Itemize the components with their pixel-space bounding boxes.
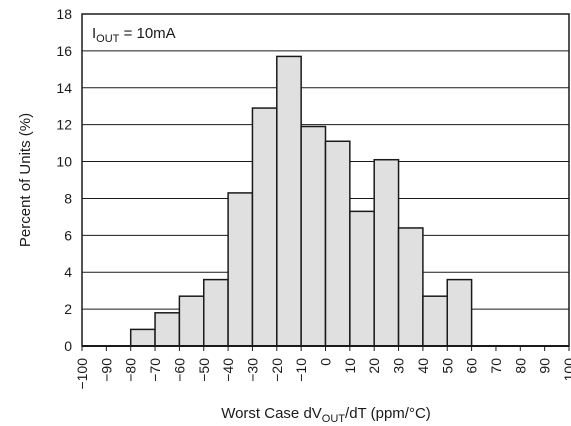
y-tick-label: 0 <box>64 338 72 354</box>
x-tick-label: −60 <box>171 358 187 382</box>
y-axis-ticks: 0 2 4 6 8 10 12 14 16 18 <box>56 6 72 354</box>
x-tick-label: 90 <box>537 358 553 374</box>
y-tick-label: 4 <box>64 264 72 280</box>
y-tick-label: 2 <box>64 301 72 317</box>
x-tick-label: 100 <box>561 358 571 382</box>
histogram-bar <box>397 227 424 347</box>
histogram-bar <box>446 278 473 347</box>
y-tick-label: 12 <box>56 117 72 133</box>
histogram-bar <box>178 295 205 347</box>
x-tick-label: −40 <box>220 358 236 382</box>
y-tick-label: 16 <box>56 43 72 59</box>
x-tick-label: −70 <box>147 358 163 382</box>
y-tick-label: 14 <box>56 80 72 96</box>
x-tick-label: −50 <box>196 358 212 382</box>
annotation-label: IOUT = 10mA <box>92 25 176 45</box>
histogram-bar <box>276 55 302 347</box>
x-tick-label: 0 <box>318 358 334 366</box>
x-tick-label: −100 <box>74 358 90 390</box>
x-tick-label: 80 <box>512 358 528 374</box>
x-tick-label: −20 <box>269 358 285 382</box>
histogram-bar <box>373 158 400 347</box>
y-tick-label: 6 <box>64 227 72 243</box>
x-tick-label: 20 <box>366 358 382 374</box>
x-tick-label: 10 <box>342 358 358 374</box>
y-tick-label: 10 <box>56 154 72 170</box>
x-tick-label: 60 <box>464 358 480 374</box>
histogram-bars <box>129 55 473 347</box>
histogram-bar <box>349 210 375 347</box>
x-axis-label: Worst Case dVOUT/dT (ppm/°C) <box>221 405 431 425</box>
histogram-bar <box>300 125 327 347</box>
x-axis-ticks: −100 −90 −80 −70 −60 −50 −40 −30 −20 −10 0 10 20 30 40… <box>74 345 571 390</box>
x-tick-label: −80 <box>123 358 139 382</box>
x-tick-label: −90 <box>98 358 114 382</box>
x-tick-label: 70 <box>488 358 504 374</box>
x-tick-label: −30 <box>244 358 260 382</box>
x-tick-label: 30 <box>391 358 407 374</box>
x-tick-label: −10 <box>293 358 309 382</box>
x-tick-label: 50 <box>439 358 455 374</box>
histogram-bar <box>154 312 181 347</box>
x-tick-label: 40 <box>415 358 431 374</box>
histogram-bar <box>251 107 278 347</box>
histogram-bar <box>324 140 351 347</box>
histogram-bar <box>129 328 156 347</box>
y-tick-label: 8 <box>64 190 72 206</box>
histogram-bar <box>203 278 229 347</box>
histogram-bar <box>422 295 448 347</box>
histogram-bar <box>227 192 254 347</box>
y-tick-label: 18 <box>56 6 72 22</box>
y-axis-label: Percent of Units (%) <box>17 113 34 247</box>
